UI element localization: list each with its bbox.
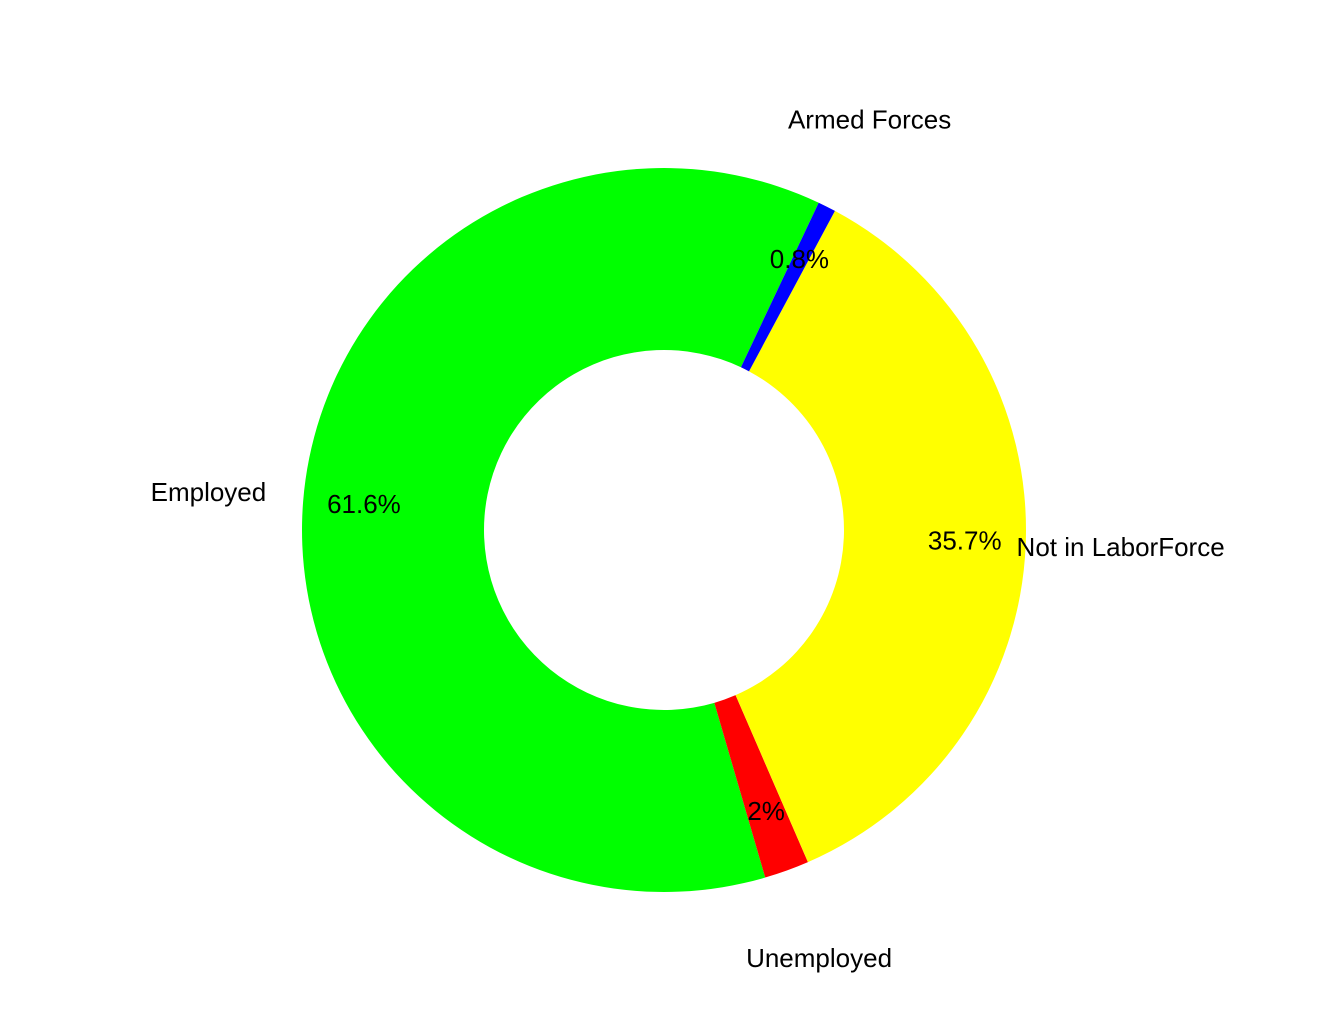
slices-layer xyxy=(302,168,1027,892)
slice-label-employed: Employed xyxy=(151,477,267,507)
slice-label-armed-forces: Armed Forces xyxy=(788,105,951,135)
percent-label-armed-forces: 0.8% xyxy=(770,244,829,274)
slice-label-unemployed: Unemployed xyxy=(746,943,892,973)
labels-layer: 61.6% Employed 2% Unemployed 35.7% Not in Lab… xyxy=(151,105,1225,973)
slice-label-not-in-laborforce: Not in LaborForce xyxy=(1017,532,1225,562)
slice-unemployed xyxy=(714,695,808,878)
slice-armed-forces xyxy=(740,202,835,372)
percent-label-employed: 61.6% xyxy=(327,489,401,519)
slice-not-in-laborforce xyxy=(735,210,1027,863)
percent-label-not-in-laborforce: 35.7% xyxy=(928,525,1002,555)
slice-employed xyxy=(302,168,819,892)
percent-label-unemployed: 2% xyxy=(747,796,785,826)
